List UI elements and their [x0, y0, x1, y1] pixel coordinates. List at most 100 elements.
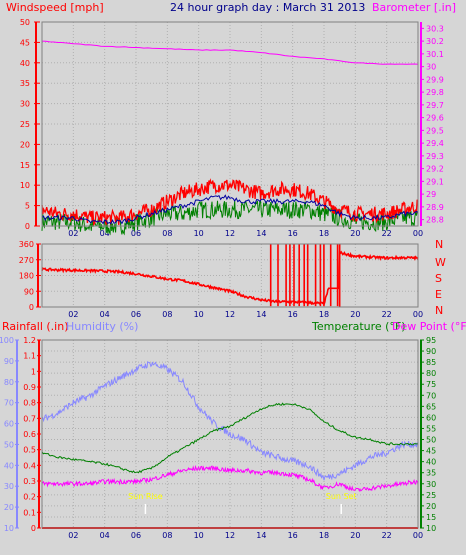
temp-y-tick: 20	[426, 502, 436, 511]
baro-y-tick: 29.1	[426, 177, 444, 186]
rain-y-tick: 1.1	[23, 352, 36, 361]
wind-y-tick: 25	[20, 120, 30, 129]
wind-y-tick: 20	[20, 140, 30, 149]
wind-y-tick: 30	[20, 100, 30, 109]
dir-compass-label: W	[435, 256, 446, 269]
temp-panel-frame	[41, 339, 419, 529]
dir-y-tick: 180	[19, 272, 34, 281]
dir-x-tick: 20	[350, 310, 360, 319]
baro-y-tick: 29.2	[426, 165, 444, 174]
temp-y-tick: 25	[426, 491, 436, 500]
rain-y-tick: 0.7	[23, 414, 36, 423]
temp-y-tick: 50	[426, 436, 436, 445]
dir-y-tick: 360	[19, 240, 34, 249]
temp-y-tick: 30	[426, 480, 436, 489]
temperature-series	[41, 402, 419, 474]
humidity-y-tick: 70	[4, 399, 14, 408]
baro-y-tick: 29.6	[426, 114, 444, 123]
wind-y-tick: 50	[20, 18, 30, 27]
temp-y-tick: 80	[426, 369, 436, 378]
humidity-y-tick: 100	[0, 336, 14, 345]
temp-x-tick: 16	[288, 531, 298, 540]
temp-x-tick: 22	[382, 531, 392, 540]
humidity-y-tick: 50	[4, 440, 14, 449]
dir-x-tick: 08	[162, 310, 172, 319]
wind-x-tick: 06	[131, 229, 141, 238]
rain-y-tick: 0.9	[23, 383, 36, 392]
baro-y-tick: 28.9	[426, 203, 444, 212]
dir-panel-frame	[41, 243, 419, 308]
baro-y-tick: 29	[426, 190, 436, 199]
humidity-y-tick: 90	[4, 357, 14, 366]
wind-y-tick: 35	[20, 79, 30, 88]
wind-y-tick: 45	[20, 38, 30, 47]
humidity-y-tick: 80	[4, 378, 14, 387]
humidity-axis-title: Humidity (%)	[66, 320, 138, 333]
rain-y-tick: 0.2	[23, 493, 36, 502]
humidity-y-tick: 40	[4, 461, 14, 470]
temp-x-tick: 18	[319, 531, 329, 540]
rain-y-tick: 0.1	[23, 508, 36, 517]
baro-y-tick: 30	[426, 63, 436, 72]
wind-y-tick: 40	[20, 59, 30, 68]
baro-y-tick: 30.1	[426, 50, 444, 59]
temp-y-tick: 60	[426, 413, 436, 422]
dewpoint-axis-title: Dew Point (°F)	[392, 320, 466, 333]
wind-x-tick: 10	[194, 229, 204, 238]
wind-y-tick: 5	[25, 202, 30, 211]
dir-compass-label: S	[435, 272, 442, 285]
wind-y-tick: 0	[25, 222, 30, 231]
wind-x-tick: 00	[413, 229, 423, 238]
temp-y-tick: 70	[426, 391, 436, 400]
baro-y-tick: 30.2	[426, 37, 444, 46]
temp-x-tick: 00	[413, 531, 423, 540]
baro-y-tick: 29.3	[426, 152, 444, 161]
dir-x-tick: 18	[319, 310, 329, 319]
baro-y-tick: 28.8	[426, 216, 444, 225]
temp-y-tick: 55	[426, 424, 436, 433]
temp-x-tick: 14	[256, 531, 266, 540]
temp-x-tick: 10	[194, 531, 204, 540]
rain-y-tick: 0	[31, 524, 36, 533]
rain-y-tick: 0.8	[23, 399, 36, 408]
rain-y-tick: 1.2	[23, 336, 36, 345]
wind-panel-frame	[41, 21, 419, 227]
temp-y-tick: 15	[426, 513, 436, 522]
dir-x-tick: 00	[413, 310, 423, 319]
rain-y-tick: 0.6	[23, 430, 36, 439]
wind-series-avg	[41, 194, 419, 225]
temp-y-tick: 40	[426, 458, 436, 467]
wind-x-tick: 14	[256, 229, 266, 238]
temp-y-tick: 45	[426, 447, 436, 456]
baro-y-tick: 29.4	[426, 139, 444, 148]
baro-y-tick: 29.5	[426, 126, 444, 135]
dir-compass-label: N	[435, 304, 443, 317]
sunrise-label: Sun Rise	[128, 492, 163, 501]
dir-x-tick: 10	[194, 310, 204, 319]
temp-y-tick: 90	[426, 347, 436, 356]
rain-y-tick: 0.5	[23, 446, 36, 455]
temp-y-tick: 35	[426, 469, 436, 478]
wind-x-tick: 18	[319, 229, 329, 238]
humidity-y-tick: 10	[4, 524, 14, 533]
temp-x-tick: 08	[162, 531, 172, 540]
barometer-series	[41, 40, 419, 65]
temp-x-tick: 06	[131, 531, 141, 540]
wind-y-tick: 10	[20, 181, 30, 190]
temp-y-tick: 10	[426, 524, 436, 533]
wind-x-tick: 02	[68, 229, 78, 238]
rain-y-tick: 1	[31, 367, 36, 376]
temp-x-tick: 02	[68, 531, 78, 540]
temp-y-tick: 85	[426, 358, 436, 367]
wind-x-tick: 16	[288, 229, 298, 238]
windspeed-axis-title: Windspeed [mph]	[6, 1, 104, 14]
baro-y-tick: 30.3	[426, 24, 444, 33]
dir-x-tick: 16	[288, 310, 298, 319]
rain-y-tick: 0.3	[23, 477, 36, 486]
rainfall-axis-title: Rainfall (.in)	[2, 320, 69, 333]
dir-x-tick: 12	[225, 310, 235, 319]
dir-y-tick: 90	[24, 287, 34, 296]
dir-compass-label: N	[435, 238, 443, 251]
